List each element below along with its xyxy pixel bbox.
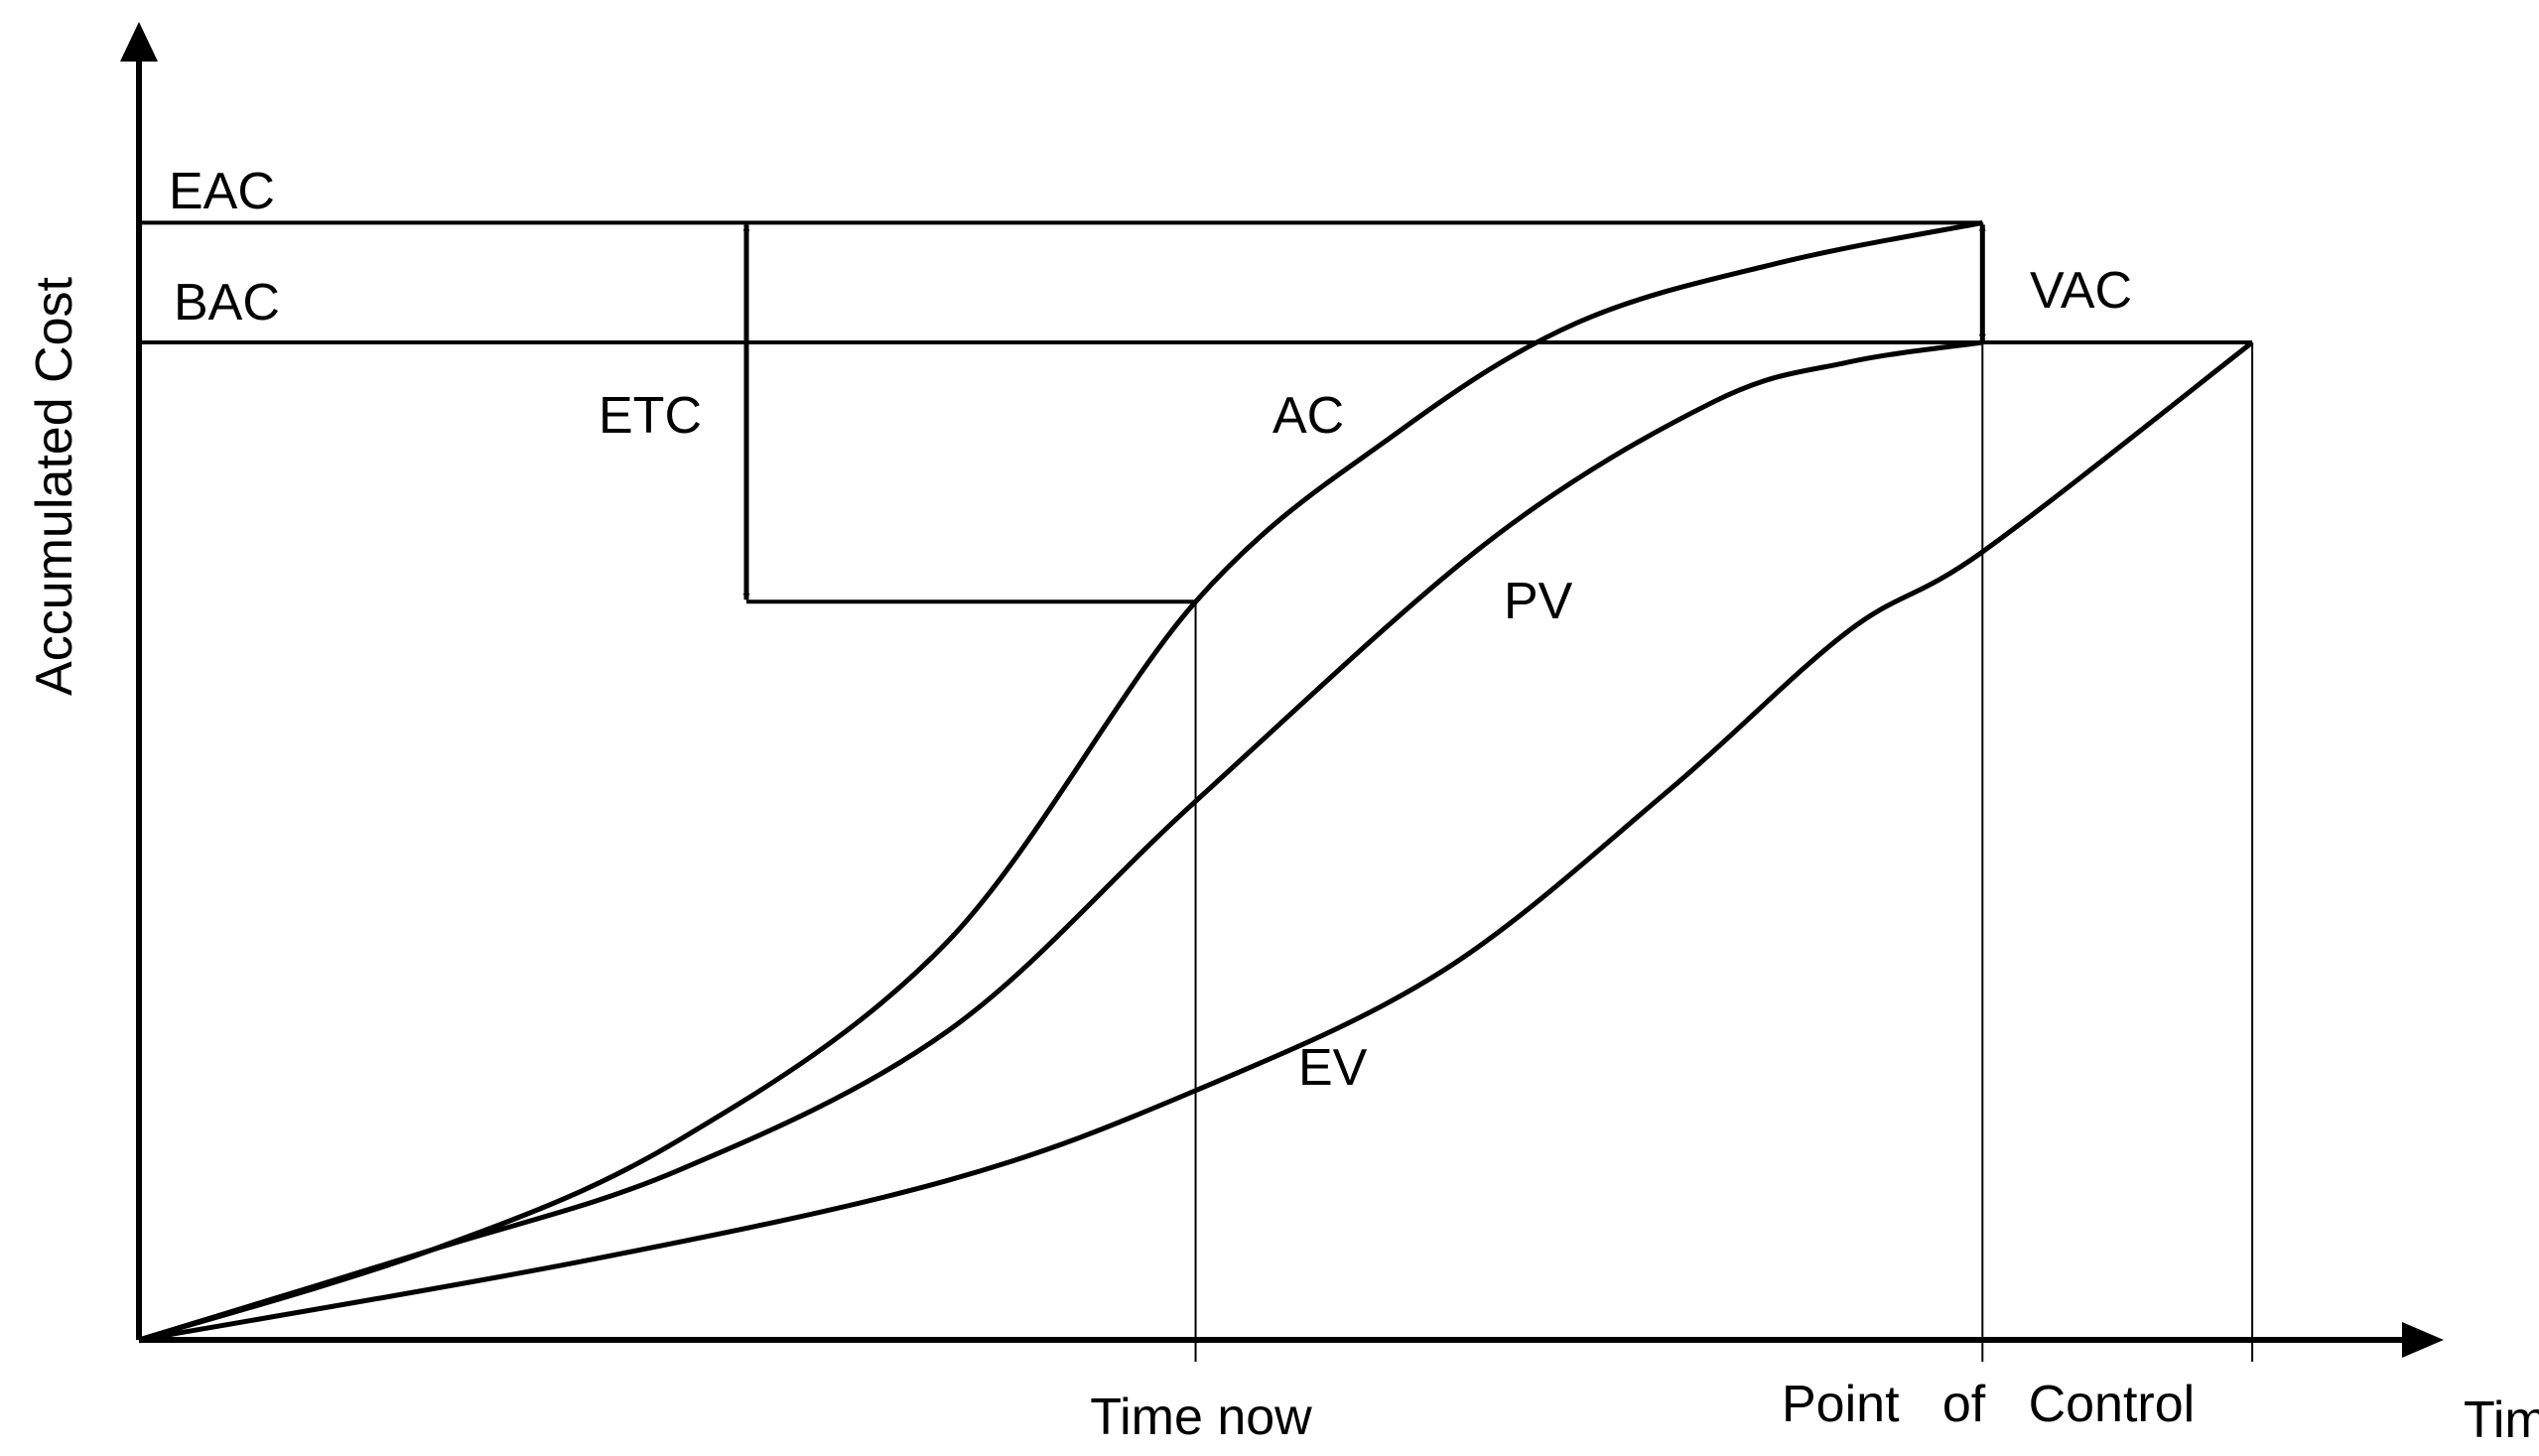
etc-label: ETC: [599, 387, 702, 445]
series-curves: [138, 219, 2254, 1343]
vac-label: VAC: [2030, 262, 2132, 320]
series-label-ac: AC: [1272, 387, 1344, 445]
series-line-pv: [138, 339, 1983, 1343]
time-now-label: Time now: [1090, 1389, 1312, 1446]
series-label-pv: PV: [1504, 573, 1573, 630]
y-axis-arrowhead: [120, 22, 158, 62]
point-of-control-label: Point of Control: [1782, 1376, 2195, 1433]
bac-label: BAC: [174, 274, 280, 331]
series-line-ev: [138, 340, 2254, 1343]
series-label-ev: EV: [1298, 1039, 1368, 1097]
eac-label: EAC: [169, 163, 275, 220]
y-axis-label: Accumulated Cost: [26, 276, 83, 696]
x-axis-arrowhead: [2402, 1322, 2444, 1358]
series-line-ac: [138, 219, 1983, 1343]
x-axis-label: Time: [2464, 1391, 2539, 1449]
